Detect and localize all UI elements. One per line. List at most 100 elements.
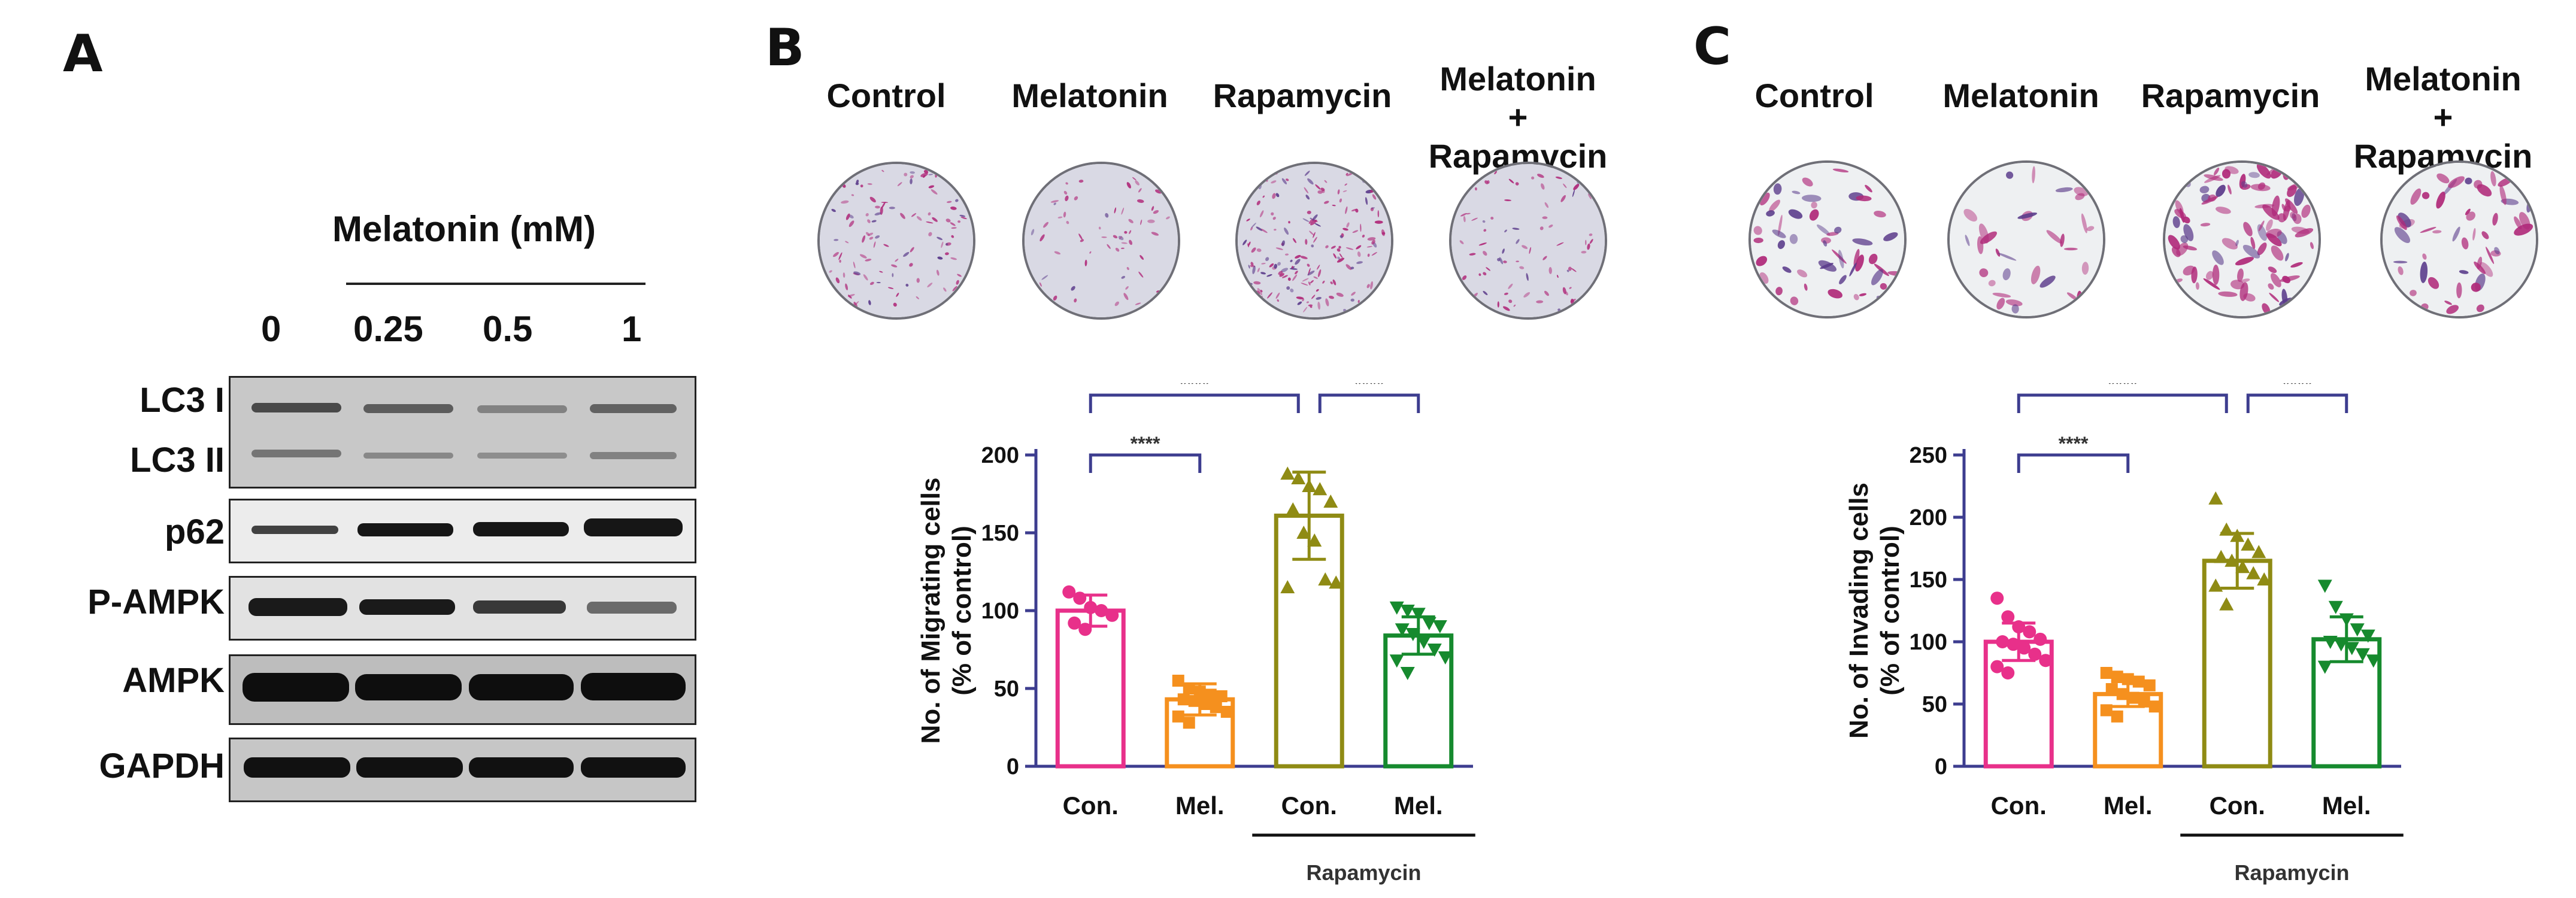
data-point — [2350, 623, 2365, 637]
data-point — [2111, 710, 2123, 723]
data-point — [2023, 625, 2036, 639]
data-point — [1400, 667, 1415, 680]
stained-cell — [928, 212, 931, 216]
stained-cell — [2452, 226, 2460, 242]
stained-cell — [869, 196, 876, 203]
stained-cell — [1502, 306, 1510, 311]
stained-cell — [1063, 211, 1066, 218]
data-point — [2012, 620, 2026, 634]
stained-cell — [1592, 177, 1595, 183]
data-point — [1296, 526, 1311, 539]
stained-cell — [1756, 256, 1768, 266]
stained-cell — [1313, 236, 1317, 243]
lane-label-0: 0 — [261, 309, 281, 349]
stained-cell — [2465, 208, 2471, 216]
stained-cell — [1556, 242, 1564, 246]
stained-cell — [2222, 238, 2238, 250]
stained-cell — [1802, 177, 1813, 187]
stained-cell — [1271, 172, 1278, 175]
stained-cell — [1456, 291, 1461, 299]
stained-cell — [1317, 190, 1323, 194]
data-point — [1286, 502, 1301, 515]
stained-cell — [1536, 300, 1544, 304]
stained-cell — [1474, 187, 1477, 191]
stained-cell — [835, 277, 840, 284]
stained-cell — [1379, 307, 1382, 312]
stained-cell — [1263, 309, 1266, 313]
stained-cell — [1284, 253, 1289, 256]
panel-label-a: A — [63, 24, 103, 84]
stained-cell — [1371, 207, 1375, 209]
stained-cell — [920, 172, 928, 177]
stained-cell — [1360, 223, 1362, 232]
stained-cell — [1284, 227, 1289, 235]
stained-cell — [1366, 245, 1372, 248]
stained-cell — [1789, 233, 1798, 244]
data-point — [2251, 545, 2266, 559]
stained-cell — [1516, 260, 1520, 262]
stained-cell — [2499, 185, 2507, 205]
data-point — [2333, 638, 2348, 652]
stained-cell — [848, 214, 854, 219]
stained-cell — [1089, 251, 1092, 254]
stained-cell — [1753, 237, 1763, 244]
stained-cell — [2282, 275, 2291, 284]
stained-cell — [1471, 217, 1478, 221]
stained-cell — [1307, 271, 1315, 276]
stained-cell — [1290, 289, 1294, 293]
data-point — [1172, 675, 1184, 687]
y-tick-label: 250 — [1910, 443, 1947, 468]
stained-cell — [871, 220, 877, 223]
stained-cell — [1589, 239, 1593, 244]
stained-cell — [1998, 253, 2017, 261]
stained-cell — [2514, 216, 2522, 230]
data-point — [2100, 667, 2113, 679]
stained-cell — [928, 185, 935, 189]
stained-cell — [952, 286, 957, 292]
stained-cell — [881, 202, 889, 204]
stained-cell — [1080, 239, 1084, 242]
stained-cell — [1313, 276, 1318, 279]
stained-cell — [833, 251, 839, 257]
stained-cell — [2182, 295, 2190, 307]
y-tick-label: 0 — [1007, 754, 1019, 779]
stained-cell — [1497, 301, 1499, 308]
stained-cell — [2218, 291, 2238, 297]
stained-cell — [1057, 216, 1063, 219]
data-point — [1183, 717, 1195, 729]
data-point — [1389, 654, 1404, 668]
stained-cell — [1557, 275, 1559, 278]
data-point — [2208, 578, 2223, 592]
stained-cell — [1484, 180, 1489, 184]
stained-cell — [891, 264, 898, 268]
stained-cell — [1859, 293, 1866, 296]
stained-cell — [1345, 206, 1348, 214]
stained-cell — [2474, 180, 2483, 189]
stained-cell — [1333, 253, 1337, 259]
stained-cell — [2420, 226, 2436, 233]
stained-cell — [2422, 253, 2427, 260]
stained-cell — [845, 241, 849, 244]
stained-cell — [2481, 231, 2489, 239]
x-tick-label: Mel. — [1394, 791, 1443, 820]
stained-cell — [1504, 292, 1508, 295]
stained-cell — [1995, 248, 2001, 257]
stained-cell — [956, 179, 959, 184]
stained-cell — [1043, 222, 1048, 228]
stained-cell — [1337, 257, 1345, 263]
band — [251, 450, 341, 457]
stained-cell — [1365, 197, 1368, 205]
data-point — [1996, 635, 2010, 648]
stained-cell — [1256, 226, 1263, 231]
stained-cell — [2393, 260, 2408, 263]
data-point — [1329, 575, 1344, 589]
stained-cell — [1775, 287, 1783, 296]
band — [355, 674, 462, 700]
data-point — [2028, 647, 2042, 661]
stained-cell — [1478, 273, 1481, 276]
data-point — [1405, 628, 1420, 641]
stained-cell — [893, 302, 897, 307]
stained-cell — [1490, 216, 1494, 220]
stained-cell — [1884, 178, 1894, 187]
data-point — [1073, 591, 1087, 605]
